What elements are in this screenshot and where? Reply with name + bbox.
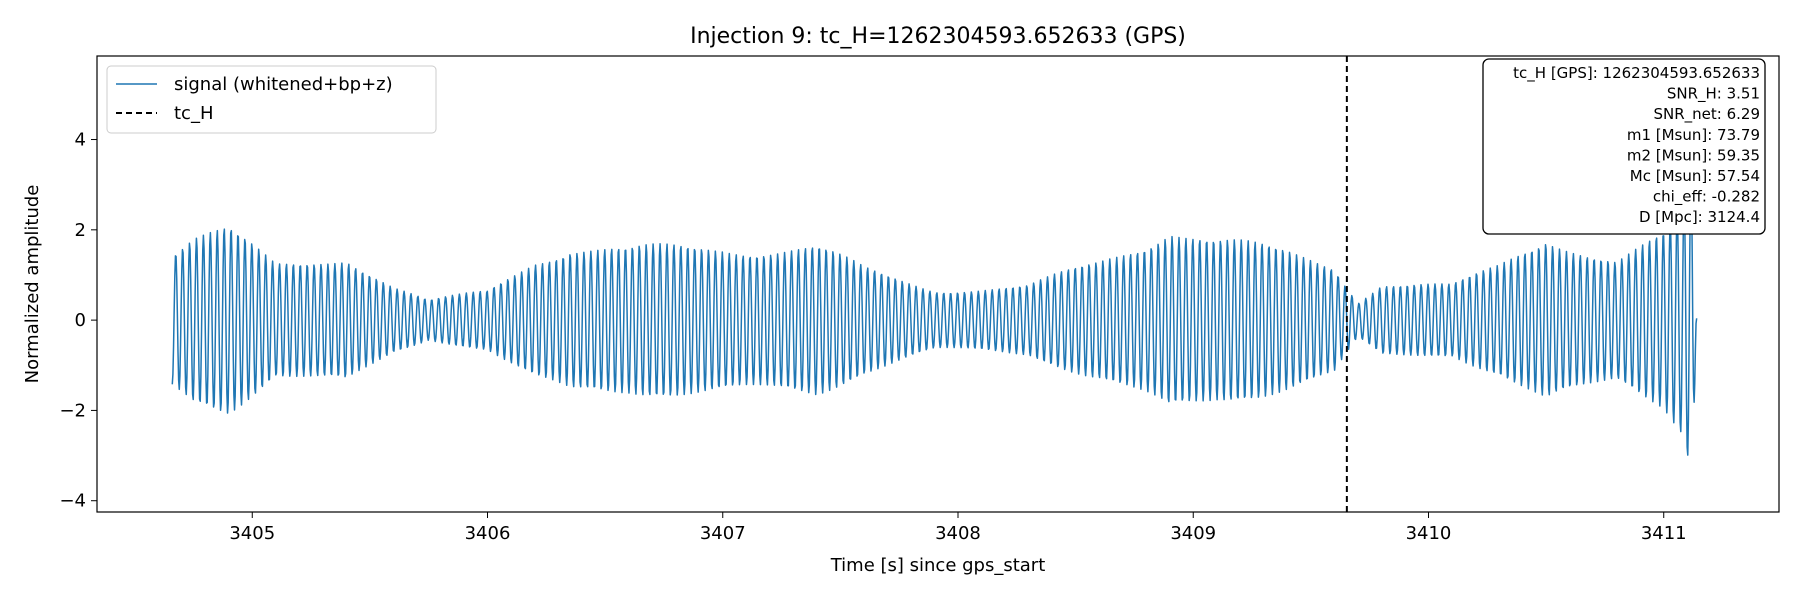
- x-tick-label: 3407: [700, 523, 746, 544]
- x-tick-label: 3409: [1170, 523, 1216, 544]
- info-line-distance: D [Mpc]: 3124.4: [1639, 208, 1760, 226]
- x-tick-label: 3405: [229, 523, 275, 544]
- x-tick-label: 3408: [935, 523, 981, 544]
- y-tick-label: 2: [75, 220, 86, 241]
- info-line-m2: m2 [Msun]: 59.35: [1627, 146, 1760, 164]
- info-line-tc-h: tc_H [GPS]: 1262304593.652633: [1513, 64, 1760, 83]
- x-tick-label: 3406: [465, 523, 511, 544]
- y-tick-label: 4: [75, 130, 86, 151]
- x-tick-label: 3411: [1641, 523, 1687, 544]
- chart-title: Injection 9: tc_H=1262304593.652633 (GPS…: [690, 24, 1186, 49]
- y-tick-label: 0: [75, 310, 86, 331]
- legend: signal (whitened+bp+z) tc_H: [106, 65, 437, 134]
- info-line-m1: m1 [Msun]: 73.79: [1627, 126, 1760, 144]
- y-tick-label: −2: [59, 400, 86, 421]
- legend-box: [106, 65, 437, 134]
- info-box-frame: [1482, 58, 1766, 235]
- info-line-mc: Mc [Msun]: 57.54: [1630, 167, 1760, 185]
- info-line-chi-eff: chi_eff: -0.282: [1653, 188, 1760, 207]
- plot-area: [171, 56, 1698, 512]
- legend-label-tc-h: tc_H: [174, 103, 214, 124]
- info-line-snr-h: SNR_H: 3.51: [1667, 85, 1760, 104]
- y-axis-label: Normalized amplitude: [22, 185, 43, 384]
- plot-frame: [96, 55, 1780, 513]
- legend-label-signal: signal (whitened+bp+z): [174, 74, 393, 95]
- x-axis-label: Time [s] since gps_start: [830, 555, 1046, 576]
- signal-line: [171, 167, 1698, 456]
- y-axis: −4 −2 0 2 4: [59, 130, 97, 512]
- x-axis: 3405 3406 3407 3408 3409 3410 3411: [229, 512, 1687, 544]
- y-tick-label: −4: [59, 491, 86, 512]
- info-line-snr-net: SNR_net: 6.29: [1653, 105, 1760, 124]
- x-tick-label: 3410: [1406, 523, 1452, 544]
- info-box: tc_H [GPS]: 1262304593.652633 SNR_H: 3.5…: [1482, 58, 1766, 235]
